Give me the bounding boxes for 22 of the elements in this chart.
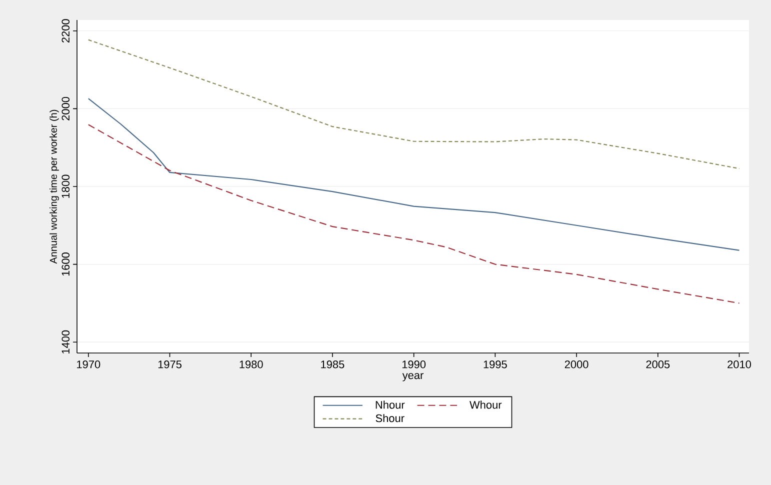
y-tick-label: 2200 (62, 19, 70, 43)
x-tick-label: 2000 (564, 360, 588, 368)
y-axis-title: Annual working time per worker (h) (50, 110, 59, 264)
line-series (88, 39, 740, 170)
legend-label: Nhour (376, 400, 405, 409)
x-tick-label: 1975 (158, 360, 182, 368)
line-series (88, 124, 740, 304)
y-tick-label: 1600 (62, 252, 70, 276)
y-tick-label: 1400 (62, 330, 70, 354)
x-tick-label: 1970 (77, 360, 100, 368)
x-tick-label: 2010 (728, 360, 751, 368)
x-axis-title: year (402, 373, 424, 382)
x-tick-label: 1995 (484, 360, 507, 368)
line-series (88, 98, 740, 251)
legend-label: Whour (470, 400, 502, 409)
y-tick-label: 2000 (62, 96, 70, 120)
x-tick-label: 1985 (321, 360, 344, 368)
x-tick-label: 2005 (646, 360, 670, 368)
legend-label: Shour (376, 414, 404, 422)
y-tick-label: 1800 (62, 174, 70, 198)
x-tick-label: 1980 (240, 360, 263, 368)
x-tick-label: 1990 (402, 360, 426, 368)
